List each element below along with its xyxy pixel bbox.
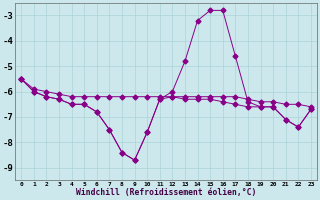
X-axis label: Windchill (Refroidissement éolien,°C): Windchill (Refroidissement éolien,°C) bbox=[76, 188, 256, 197]
